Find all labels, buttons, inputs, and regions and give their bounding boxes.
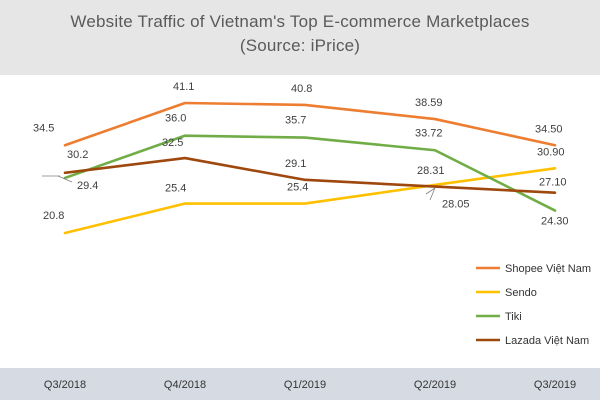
data-label-sendo-q3-2018: 20.8 [43,210,64,222]
legend-label-sendo: Sendo [505,287,537,299]
series-line-tiki [63,134,557,212]
label-leader-line [429,187,436,201]
data-label-lazada-viet-nam-q2-2019: 28.05 [442,199,470,211]
series-line-shopee-viet-nam [63,101,557,147]
x-tick-q3-2019: Q3/2019 [534,379,576,391]
legend: Shopee Việt Nam Sendo Tiki Lazada Việt Nam [476,263,591,347]
legend-label-lazada-viet-nam: Lazada Việt Nam [505,335,589,347]
legend-label-shopee-viet-nam: Shopee Việt Nam [505,263,591,275]
data-labels: 34.5 41.1 40.8 38.59 34.50 20.8 25.4 25.4 28.31 3… [33,81,569,228]
data-label-tiki-q4-2018: 36.0 [165,113,186,125]
series-lines [63,101,557,235]
series-line-lazada-viet-nam [63,156,557,194]
data-label-lazada-viet-nam-q3-2018: 30.2 [67,149,88,161]
data-label-lazada-viet-nam-q4-2018: 32.5 [162,137,183,149]
data-label-shopee-viet-nam-q3-2019: 34.50 [535,123,563,135]
x-axis: Q3/2018 Q4/2018 Q1/2019 Q2/2019 Q3/2019 [44,379,576,391]
data-label-shopee-viet-nam-q4-2018: 41.1 [173,81,194,93]
data-label-tiki-q1-2019: 35.7 [285,115,306,127]
data-label-tiki-q3-2019: 24.30 [541,216,569,228]
chart-subtitle: (Source: iPrice) [239,36,361,55]
data-label-shopee-viet-nam-q3-2018: 34.5 [33,122,54,134]
chart-title: Website Traffic of Vietnam's Top E-comme… [70,12,530,31]
data-label-sendo-q4-2018: 25.4 [165,183,186,195]
plot-area [0,75,600,368]
x-tick-q3-2018: Q3/2018 [44,379,86,391]
data-label-shopee-viet-nam-q2-2019: 38.59 [415,97,443,109]
x-tick-q1-2019: Q1/2019 [284,379,326,391]
label-leader-line [425,187,436,195]
data-label-sendo-q3-2019: 30.90 [537,146,565,158]
data-label-tiki-q3-2018: 29.4 [77,180,98,192]
x-tick-q2-2019: Q2/2019 [414,379,456,391]
data-label-sendo-q2-2019: 28.31 [417,165,445,177]
data-label-lazada-viet-nam-q3-2019: 27.10 [539,177,567,189]
legend-label-tiki: Tiki [505,311,522,323]
x-tick-q4-2018: Q4/2018 [164,379,206,391]
x-axis-band [0,368,600,400]
series-line-sendo [63,167,557,235]
data-label-tiki-q2-2019: 33.72 [415,127,443,139]
data-label-lazada-viet-nam-q1-2019: 29.1 [285,158,306,170]
data-label-shopee-viet-nam-q1-2019: 40.8 [291,83,312,95]
label-leader-line [57,175,73,183]
data-label-sendo-q1-2019: 25.4 [287,182,308,194]
